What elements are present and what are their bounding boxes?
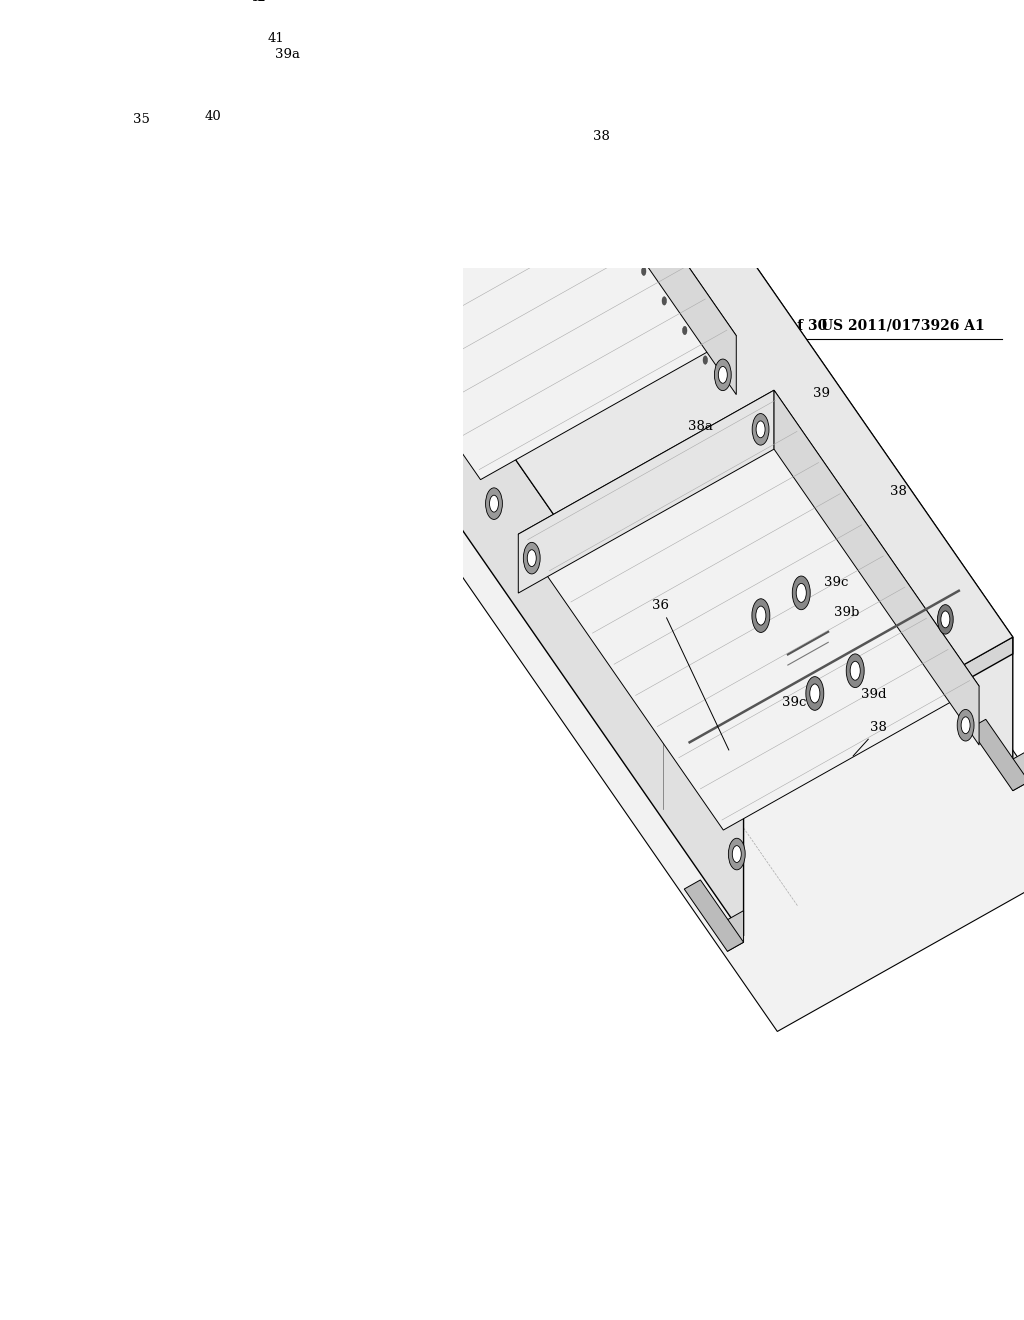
Circle shape [527,549,537,566]
Circle shape [683,326,687,335]
Circle shape [941,611,950,628]
Circle shape [498,59,503,69]
Circle shape [621,238,626,246]
Text: 39c: 39c [823,577,848,589]
Text: 38: 38 [890,484,907,498]
Text: 39d: 39d [861,689,887,701]
Circle shape [797,583,806,602]
Circle shape [229,81,241,102]
Circle shape [753,413,769,445]
Circle shape [846,653,864,688]
Polygon shape [970,719,1024,791]
Text: 42: 42 [249,0,266,4]
Circle shape [728,838,745,870]
Circle shape [485,488,503,520]
Circle shape [715,359,731,391]
Polygon shape [102,0,1024,1031]
Circle shape [756,421,765,438]
Circle shape [477,30,482,38]
Text: FIG. 6: FIG. 6 [686,473,756,495]
Text: 39: 39 [813,387,830,400]
Text: 39b: 39b [834,606,859,619]
Polygon shape [518,391,979,830]
Text: 39c: 39c [781,697,806,709]
Circle shape [600,209,605,216]
Polygon shape [484,18,544,90]
Text: US 2011/0173926 A1: US 2011/0173926 A1 [821,318,985,333]
Circle shape [756,606,766,626]
Polygon shape [473,0,1013,784]
Polygon shape [204,11,743,936]
Circle shape [662,297,667,305]
Circle shape [718,367,727,383]
Text: 41: 41 [268,32,285,45]
Circle shape [580,178,585,186]
Circle shape [509,0,518,5]
Text: Patent Application Publication: Patent Application Publication [503,318,742,333]
Circle shape [506,0,521,11]
Circle shape [285,199,294,216]
Circle shape [518,90,523,98]
Circle shape [225,71,245,110]
Circle shape [641,267,646,276]
Polygon shape [199,180,258,251]
Polygon shape [625,643,678,748]
Polygon shape [684,880,743,952]
Text: 40: 40 [204,111,221,123]
Circle shape [509,63,526,95]
Circle shape [513,70,522,87]
Circle shape [539,119,544,128]
Text: 35: 35 [133,112,151,125]
Polygon shape [177,0,366,79]
Polygon shape [743,638,1013,805]
Text: 38: 38 [594,131,610,143]
Text: 38a: 38a [688,420,713,433]
Text: 38: 38 [853,721,887,756]
Circle shape [962,717,970,734]
Circle shape [523,543,541,574]
Polygon shape [271,0,352,65]
Polygon shape [1013,750,1024,791]
Circle shape [793,576,810,610]
Circle shape [752,599,770,632]
Text: 36: 36 [652,599,729,750]
Polygon shape [217,0,352,65]
Polygon shape [204,0,1013,788]
Circle shape [489,495,499,512]
Polygon shape [531,40,736,395]
Polygon shape [242,210,258,251]
Polygon shape [275,40,531,243]
Circle shape [559,149,564,157]
Polygon shape [527,49,544,90]
Polygon shape [518,391,774,593]
Circle shape [732,846,741,862]
Circle shape [850,661,860,680]
Polygon shape [727,911,743,952]
Polygon shape [204,0,473,157]
Circle shape [703,356,708,364]
Circle shape [281,191,297,223]
Polygon shape [774,391,979,744]
Polygon shape [275,40,736,479]
Circle shape [810,684,820,704]
Circle shape [957,709,974,741]
Text: Jul. 21, 2011  Sheet 6 of 30: Jul. 21, 2011 Sheet 6 of 30 [615,318,827,333]
Circle shape [938,605,953,634]
Text: 39a: 39a [274,48,300,61]
Circle shape [806,677,823,710]
